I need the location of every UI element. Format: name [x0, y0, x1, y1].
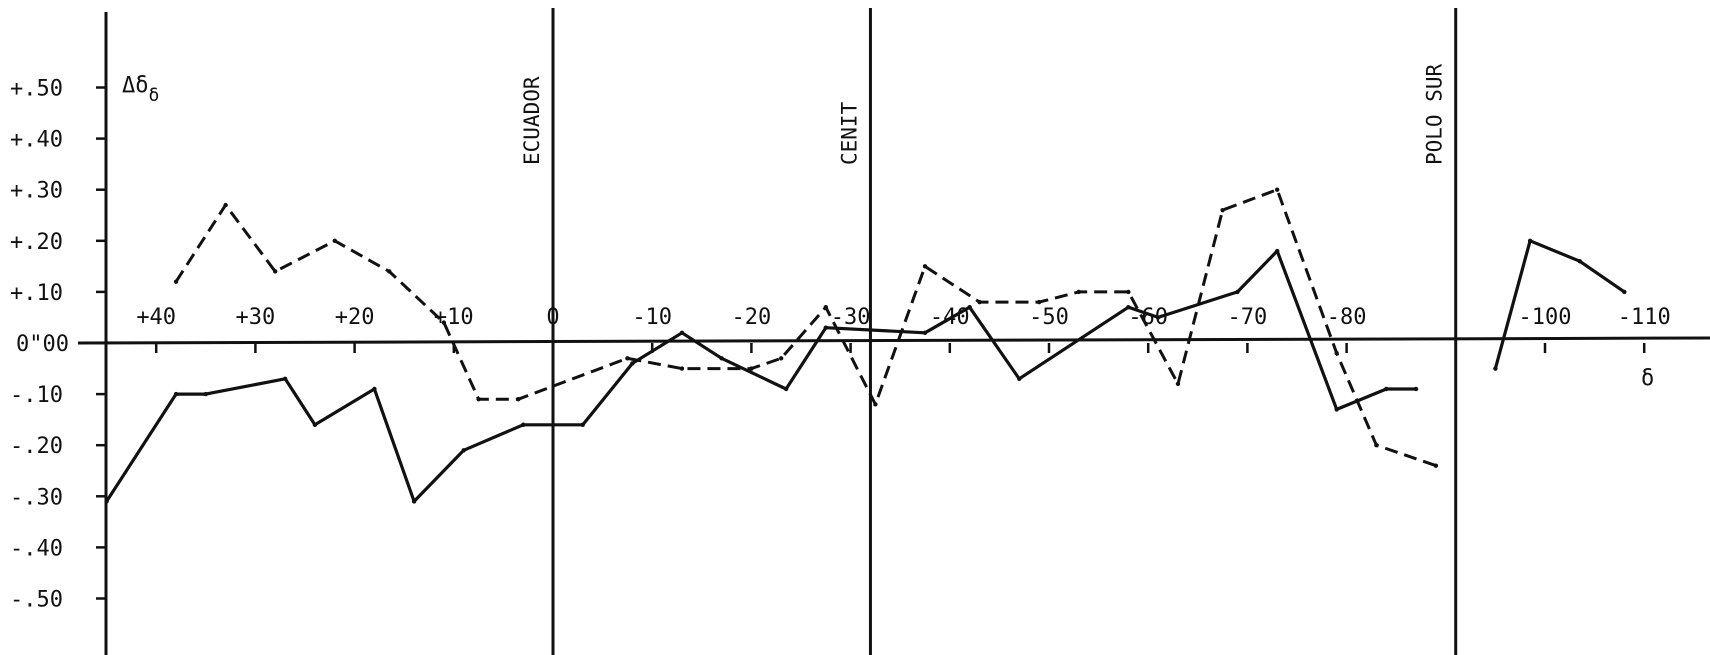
x-tick-label: -30: [831, 305, 871, 330]
solid-series-line: [1493, 239, 1626, 370]
data-point: [521, 422, 526, 427]
x-axis-line: [77, 336, 1710, 345]
data-point: [1374, 443, 1379, 448]
x-tick-label: -80: [1327, 305, 1367, 330]
data-point: [1274, 248, 1280, 254]
data-point: [223, 202, 228, 208]
data-point: [1274, 187, 1280, 192]
data-point: [203, 391, 208, 397]
y-tick-label: +.20: [10, 230, 63, 255]
data-point: [282, 376, 288, 381]
data-point: [873, 402, 878, 407]
data-point: [749, 366, 754, 371]
data-point: [1413, 386, 1419, 392]
data-point: [1017, 376, 1022, 381]
data-point: [1334, 407, 1339, 412]
data-point: [679, 366, 685, 371]
data-point: [625, 356, 630, 361]
reference-line-label: ECUADOR: [520, 76, 544, 165]
data-point: [411, 499, 417, 504]
x-tick-label: -110: [1618, 305, 1671, 330]
x-tick-label: -10: [632, 305, 672, 330]
x-tick-label: -100: [1519, 305, 1572, 330]
data-point: [1155, 315, 1161, 320]
data-point: [1527, 238, 1533, 243]
data-point: [173, 391, 179, 397]
data-point: [332, 238, 337, 243]
data-point: [922, 330, 928, 335]
reference-line-label: CENIT: [837, 101, 861, 165]
ticks: +.50 +.40 +.30 +.20 +.10 0"00 -.10 -.20 -.30 -.40…: [10, 77, 1671, 613]
y-tick-label: -.30: [10, 485, 63, 510]
data-point: [967, 305, 972, 310]
y-tick-label: 0"00: [16, 332, 69, 357]
y-tick-label: +.30: [10, 179, 63, 204]
data-point: [630, 361, 635, 366]
data-point: [580, 422, 585, 427]
x-axis-label: δ: [1641, 366, 1654, 391]
y-tick-label: -.20: [10, 434, 63, 459]
data-point: [173, 279, 179, 284]
data-point: [372, 386, 377, 392]
data-point: [719, 356, 724, 361]
y-tick-label: -.50: [10, 588, 63, 613]
y-tick-label: +.10: [10, 281, 63, 306]
data-point: [1433, 463, 1439, 468]
data-point: [441, 320, 447, 325]
y-tick-label: +.50: [10, 77, 63, 102]
data-point: [273, 269, 278, 274]
data-point: [461, 448, 466, 453]
reference-line-label: POLO SUR: [1423, 63, 1447, 165]
x-tick-label: -70: [1228, 305, 1268, 330]
data-point: [977, 299, 982, 305]
y-axis-label: Δδδ: [122, 73, 159, 106]
data-point: [1126, 289, 1131, 295]
data-point: [1126, 305, 1131, 310]
data-point: [823, 325, 828, 330]
axes: Δδδ δ: [77, 12, 1710, 655]
data-point: [104, 499, 109, 504]
data-point: [783, 386, 789, 392]
y-tick-label: -.10: [10, 383, 63, 408]
x-tick-label: 0: [546, 305, 559, 330]
data-point: [1493, 366, 1498, 371]
data-point: [1577, 259, 1582, 264]
data-point: [476, 397, 481, 402]
data-point: [1622, 289, 1627, 295]
data-point: [922, 264, 928, 269]
data-point: [516, 397, 521, 402]
x-tick-label: +40: [136, 305, 176, 330]
data-point: [312, 422, 318, 427]
data-point: [1235, 289, 1240, 295]
series: [104, 187, 1627, 504]
x-tick-label: +30: [236, 305, 276, 330]
data-point: [778, 356, 784, 361]
y-tick-label: +.40: [10, 128, 63, 153]
data-point: [1384, 386, 1389, 392]
x-tick-label: -20: [732, 305, 772, 330]
data-point: [1334, 351, 1339, 356]
data-point: [387, 269, 392, 274]
data-point: [1175, 381, 1181, 387]
y-tick-label: -.40: [10, 536, 63, 561]
x-tick-label: +20: [335, 305, 375, 330]
data-point: [1036, 299, 1042, 305]
data-point: [1076, 289, 1081, 295]
data-point: [823, 305, 828, 310]
solid-series-line: [105, 249, 1416, 503]
data-point: [1220, 207, 1225, 213]
data-point: [679, 330, 685, 335]
x-tick-label: -50: [1029, 305, 1069, 330]
